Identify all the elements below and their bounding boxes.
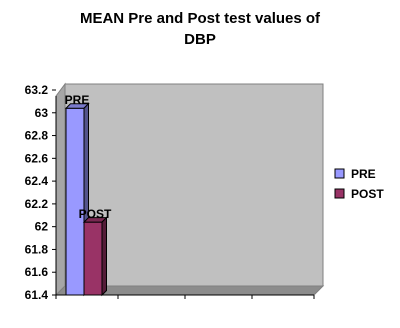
- y-tick-label: 61.6: [25, 265, 49, 279]
- bar-front: [65, 107, 85, 296]
- y-tick-label: 62.6: [25, 151, 49, 165]
- y-tick-label: 62.2: [25, 197, 49, 211]
- data-labels: PRE POST: [65, 93, 112, 221]
- bar-side: [101, 216, 107, 297]
- legend-item-pre: PRE: [334, 167, 376, 181]
- bar-label-post: POST: [79, 207, 112, 221]
- y-tick-label: 62: [35, 220, 49, 234]
- legend-swatch: [334, 188, 345, 199]
- legend-label: PRE: [351, 167, 376, 181]
- y-tick-label: 63: [35, 106, 49, 120]
- legend-swatch: [334, 168, 345, 179]
- plot-side-wall: [55, 82, 66, 297]
- bars: [64, 102, 108, 297]
- y-tick-label: 62.8: [25, 129, 49, 143]
- y-tick-label: 63.2: [25, 83, 49, 97]
- legend-item-post: POST: [334, 187, 384, 201]
- bar-label-pre: PRE: [65, 93, 90, 107]
- bar-post: [82, 216, 108, 297]
- y-tick-label: 61.4: [25, 288, 49, 302]
- legend-label: POST: [351, 187, 384, 201]
- y-tick-label: 62.4: [25, 174, 49, 188]
- y-tick-label: 61.8: [25, 242, 49, 256]
- chart-title-text: MEAN Pre and Post test values of DBP: [79, 10, 321, 48]
- y-axis: 61.4 61.6 61.8 62 62.2 62.4 62.6 62.8 63 63.2: [25, 83, 56, 302]
- bar-front: [83, 221, 103, 296]
- legend: PRE POST: [334, 167, 384, 201]
- chart-title: MEAN Pre and Post test values of DBP: [0, 8, 400, 50]
